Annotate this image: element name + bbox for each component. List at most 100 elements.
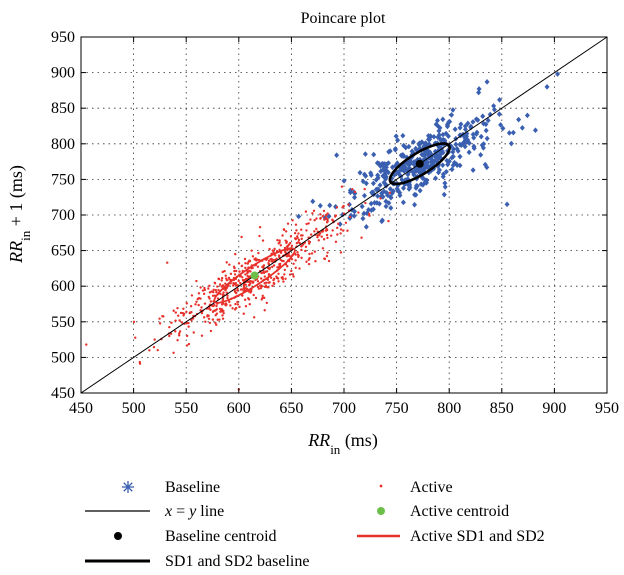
active-point xyxy=(215,304,218,308)
active-point xyxy=(187,325,190,328)
active-point xyxy=(322,238,326,241)
active-point xyxy=(269,258,272,261)
baseline-point xyxy=(416,140,422,147)
baseline-point xyxy=(445,133,451,140)
active-point xyxy=(368,214,371,217)
active-point xyxy=(178,330,182,333)
active-point xyxy=(207,287,210,290)
active-point xyxy=(207,314,210,317)
active-point xyxy=(299,234,303,237)
active-point xyxy=(300,228,303,231)
baseline-point xyxy=(426,136,433,143)
active-point xyxy=(285,245,289,248)
active-point xyxy=(304,210,308,213)
active-point xyxy=(297,238,301,242)
baseline-point xyxy=(296,213,302,220)
active-point xyxy=(203,288,207,292)
active-point xyxy=(304,249,307,253)
active-point xyxy=(347,203,350,206)
active-point xyxy=(364,201,367,205)
baseline-point xyxy=(326,213,332,220)
active-point xyxy=(305,229,308,232)
active-point xyxy=(247,284,251,287)
active-point xyxy=(248,303,251,306)
active-point xyxy=(226,294,229,297)
active-point xyxy=(281,234,284,237)
active-point xyxy=(236,287,239,291)
active-point xyxy=(325,254,329,258)
baseline-point xyxy=(363,173,369,179)
baseline-point xyxy=(457,153,463,160)
active-series xyxy=(85,185,392,391)
active-point xyxy=(234,284,238,287)
baseline-point xyxy=(365,206,372,213)
active-point xyxy=(275,275,278,278)
y-axis-label-rest: + 1 (ms) xyxy=(6,165,27,231)
active-point xyxy=(211,294,215,298)
legend-marker-active-centroid xyxy=(377,507,385,515)
baseline-point xyxy=(428,151,434,158)
x-tick-label-700: 700 xyxy=(332,400,356,417)
active-point xyxy=(318,231,322,235)
x-axis-label-sub: in xyxy=(330,442,341,457)
baseline-point xyxy=(468,124,474,131)
active-point xyxy=(305,260,308,263)
baseline-point xyxy=(371,151,377,158)
active-point xyxy=(194,303,197,306)
y-tick-label-450: 450 xyxy=(51,385,75,402)
baseline-point xyxy=(455,148,461,154)
active-point xyxy=(300,237,303,241)
baseline-point xyxy=(440,116,446,123)
x-tick-label-500: 500 xyxy=(122,400,146,417)
legend-label-baseline-centroid: Baseline centroid xyxy=(165,528,277,545)
baseline-point xyxy=(496,111,502,118)
active-point xyxy=(212,288,215,292)
active-point xyxy=(178,332,181,335)
active-point xyxy=(257,251,260,255)
baseline-point xyxy=(465,120,471,127)
active-point xyxy=(251,255,255,258)
y-tick-label-650: 650 xyxy=(51,243,75,260)
active-point xyxy=(190,294,194,297)
baseline-point xyxy=(392,146,398,152)
active-point xyxy=(280,276,283,279)
active-point xyxy=(290,269,293,273)
active-point xyxy=(221,302,225,305)
active-point xyxy=(182,314,185,317)
active-point xyxy=(264,284,268,287)
active-point xyxy=(307,262,311,266)
active-point xyxy=(293,231,297,235)
active-point xyxy=(216,285,219,288)
active-point xyxy=(312,209,316,212)
legend-label-baseline: Baseline xyxy=(165,479,220,496)
active-point xyxy=(216,318,219,321)
legend-marker-baseline-centroid xyxy=(114,532,122,540)
baseline-point xyxy=(418,181,424,188)
active-point xyxy=(278,263,282,266)
active-point xyxy=(281,259,284,263)
legend-identity-eq: = xyxy=(172,503,189,520)
active-point xyxy=(270,260,273,263)
active-point xyxy=(387,219,390,223)
active-point xyxy=(224,277,228,280)
baseline-point xyxy=(425,151,431,158)
active-point xyxy=(240,288,244,291)
baseline-point xyxy=(422,179,428,186)
active-point xyxy=(291,219,294,222)
active-point xyxy=(174,330,177,333)
baseline-point xyxy=(484,135,490,142)
active-point xyxy=(209,329,213,333)
active-point xyxy=(357,211,360,214)
active-point xyxy=(309,218,312,221)
active-point xyxy=(316,234,319,237)
baseline-point xyxy=(310,198,316,205)
active-point xyxy=(219,308,223,311)
y-tick-label-800: 800 xyxy=(51,136,75,153)
active-point xyxy=(221,314,224,317)
baseline-point xyxy=(403,144,409,151)
x-tick-label-900: 900 xyxy=(542,400,566,417)
active-point xyxy=(317,239,320,242)
active-point xyxy=(217,288,220,292)
active-point xyxy=(85,343,88,346)
active-point xyxy=(185,344,189,347)
